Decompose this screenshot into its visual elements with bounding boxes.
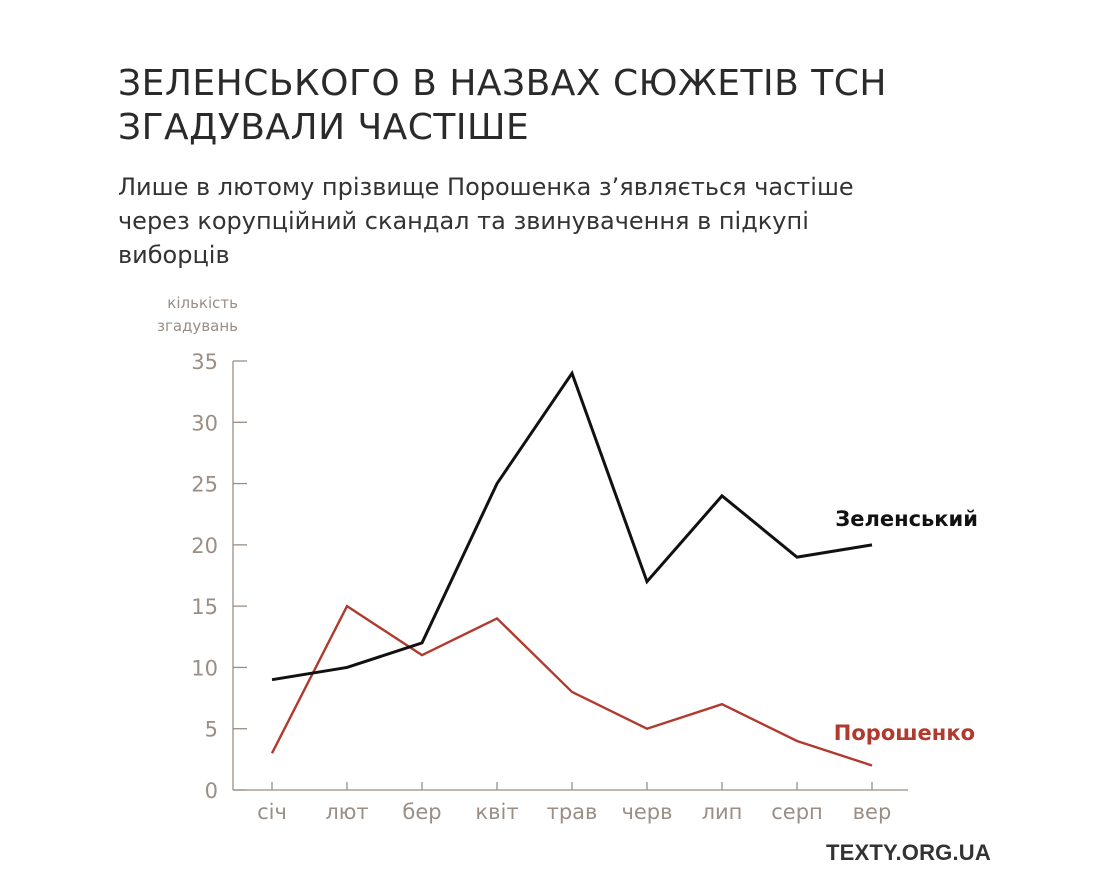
y-tick-label: 25 bbox=[191, 473, 218, 497]
x-tick-label: трав bbox=[547, 800, 598, 824]
x-tick-label: лют bbox=[325, 800, 368, 824]
chart-subtitle-line-2: через корупційний скандал та звинуваченн… bbox=[118, 207, 809, 235]
y-axis-label-line-2: згадувань bbox=[157, 317, 238, 335]
y-tick-label: 5 bbox=[205, 718, 218, 742]
y-tick-label: 10 bbox=[191, 656, 218, 680]
y-tick-label: 0 bbox=[205, 779, 218, 803]
poroshenko-series-line bbox=[270, 604, 873, 767]
y-tick-label: 15 bbox=[191, 595, 218, 619]
chart-title-line-2: ЗГАДУВАЛИ ЧАСТІШЕ bbox=[118, 107, 530, 148]
chart-subtitle-line-1: Лише в лютому прізвище Порошенка з’являє… bbox=[118, 173, 854, 201]
x-tick-label: серп bbox=[771, 800, 823, 824]
source-credit: TEXTY.ORG.UA bbox=[826, 840, 991, 865]
chart-subtitle-line-3: виборців bbox=[118, 241, 230, 269]
x-tick-label: лип bbox=[702, 800, 743, 824]
x-tick-label: квіт bbox=[475, 800, 518, 824]
x-tick-label: січ bbox=[257, 800, 287, 824]
poroshenko-series-label: Порошенко bbox=[834, 721, 975, 745]
y-tick-label: 20 bbox=[191, 534, 218, 558]
y-tick-label: 30 bbox=[191, 411, 218, 435]
x-tick-label: черв bbox=[621, 800, 672, 824]
y-axis-label: кількість згадувань bbox=[120, 292, 238, 338]
zelensky-series-label: Зеленський bbox=[835, 507, 978, 531]
y-tick-label: 35 bbox=[191, 350, 218, 374]
x-tick-label: вер bbox=[853, 800, 892, 824]
chart-title: ЗЕЛЕНСЬКОГО В НАЗВАХ СЮЖЕТІВ ТСН ЗГАДУВА… bbox=[118, 62, 1018, 150]
chart-subtitle: Лише в лютому прізвище Порошенка з’являє… bbox=[118, 170, 938, 272]
chart-title-line-1: ЗЕЛЕНСЬКОГО В НАЗВАХ СЮЖЕТІВ ТСН bbox=[118, 63, 887, 104]
zelensky-series-line bbox=[271, 369, 873, 682]
x-tick-label: бер bbox=[402, 800, 441, 824]
y-axis-label-line-1: кількість bbox=[167, 294, 238, 312]
